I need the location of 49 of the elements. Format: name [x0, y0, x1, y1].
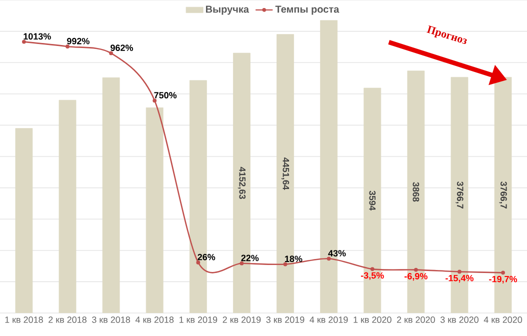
x-tick-label: 1 кв 2020 — [354, 316, 392, 323]
point — [196, 260, 200, 264]
legend-label: Темпы роста — [275, 6, 340, 15]
data-label: -19,7% — [489, 276, 518, 284]
point — [414, 268, 418, 272]
point — [283, 262, 288, 266]
data-label: 992% — [67, 38, 90, 44]
point — [370, 267, 374, 272]
x-tick-label: 3 кв 2020 — [440, 316, 479, 323]
x-tick-label: 2 кв 2020 — [397, 316, 435, 323]
data-label: 3766,7 — [456, 182, 464, 208]
data-label: -3,5% — [360, 272, 384, 280]
bar — [146, 107, 164, 313]
bar — [102, 77, 120, 313]
x-tick-label: 4 кв 2019 — [310, 316, 348, 323]
point — [109, 51, 114, 56]
x-tick-label: 2 кв 2018 — [48, 316, 86, 323]
point — [152, 98, 157, 103]
data-label: 962% — [110, 44, 134, 52]
data-label: -6,9% — [404, 273, 428, 281]
data-label: 750% — [154, 92, 177, 98]
x-tick-label: 4 кв 2020 — [484, 316, 522, 323]
x-tick-label: 1 кв 2018 — [5, 316, 43, 323]
point — [458, 270, 462, 274]
point — [66, 44, 70, 48]
point — [240, 261, 244, 266]
data-label: 4152,63 — [238, 166, 246, 199]
point — [501, 270, 505, 275]
data-label: 3868 — [412, 182, 420, 202]
x-tick-label: 1 кв 2019 — [179, 316, 218, 323]
x-tick-label: 3 кв 2019 — [266, 316, 304, 323]
data-label: 26% — [198, 254, 216, 260]
data-label: 4451,64 — [281, 158, 290, 190]
data-label: 18% — [285, 256, 302, 262]
point — [326, 256, 331, 261]
data-label: -15,4% — [446, 274, 474, 283]
legend-label: Выручка — [206, 6, 250, 15]
data-label: 1013% — [24, 33, 51, 40]
annotation: Прогноз — [426, 25, 467, 44]
data-label: 22% — [241, 254, 259, 262]
data-label: 3594 — [369, 190, 376, 210]
data-label: 3766,7 — [499, 182, 507, 208]
x-tick-label: 4 кв 2018 — [135, 316, 174, 323]
bar — [15, 128, 33, 313]
data-label: 43% — [328, 250, 346, 256]
x-tick-label: 2 кв 2019 — [222, 316, 261, 323]
bar — [58, 100, 76, 313]
x-tick-label: 3 кв 2018 — [92, 316, 130, 323]
point — [22, 40, 26, 44]
